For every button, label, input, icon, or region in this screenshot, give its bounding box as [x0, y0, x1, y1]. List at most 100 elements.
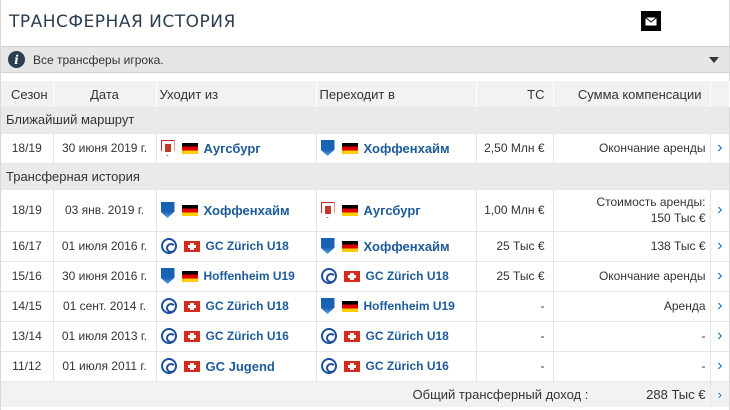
info-icon: i [8, 51, 25, 68]
season-cell: 11/12 [1, 351, 53, 382]
club-link[interactable]: Хоффенхайм [363, 238, 450, 254]
table-row[interactable]: 13/14 01 июля 2013 г. GC Zürich U16 GC Z… [1, 321, 729, 352]
flag-germany-icon [181, 142, 198, 154]
col-market-value[interactable]: ТС [476, 81, 554, 107]
fee-value: 150 Тыс € [650, 211, 706, 225]
to-club-cell: Хоффенхайм [315, 231, 476, 262]
fee-cell: Аренда [552, 291, 710, 322]
date-cell: 01 июля 2011 г. [52, 351, 156, 382]
flag-switzerland-icon [343, 330, 360, 342]
date-cell: 30 июня 2016 г. [52, 261, 156, 292]
to-club-cell: Аугсбург [315, 189, 476, 232]
info-bar[interactable]: i Все трансферы игрока. [1, 46, 729, 73]
flag-switzerland-icon [183, 300, 200, 312]
page-title: Трансферная история [9, 11, 236, 32]
total-value: 288 Тыс € [646, 386, 706, 402]
season-cell: 18/19 [1, 189, 53, 232]
season-cell: 13/14 [1, 321, 53, 352]
hoffenheim-crest [160, 268, 175, 284]
market-value-cell: 1,00 Млн € [475, 189, 553, 232]
flag-switzerland-icon [343, 270, 360, 282]
hoffenheim-crest [320, 298, 335, 314]
season-cell: 15/16 [1, 261, 53, 292]
club-link[interactable]: Hoffenheim U19 [203, 269, 295, 283]
section-history: Трансферная история [1, 163, 729, 190]
section-title: Ближайший маршрут [1, 107, 729, 134]
market-value-cell: - [475, 291, 553, 322]
club-link[interactable]: GC Jugend [205, 358, 275, 374]
augsburg-crest [160, 140, 175, 156]
club-link[interactable]: GC Zürich U18 [205, 239, 289, 253]
to-club-cell: Hoffenheim U19 [315, 291, 476, 322]
chevron-right-icon[interactable]: › [709, 189, 729, 232]
panel-header: Трансферная история [1, 0, 729, 43]
market-value-cell: - [475, 321, 553, 352]
fee-cell: - [552, 321, 710, 352]
flag-germany-icon [341, 142, 358, 154]
table-row[interactable]: 11/12 01 июля 2011 г. GC Jugend GC Züric… [1, 351, 729, 382]
chevron-right-icon[interactable]: › [709, 381, 729, 407]
fee-cell: 138 Тыс € [552, 231, 710, 262]
from-club-cell: Хоффенхайм [155, 189, 316, 232]
date-cell: 01 сент. 2014 г. [52, 291, 156, 322]
fee-label: Стоимость аренды: [596, 195, 706, 209]
col-fee[interactable]: Сумма компенсации [553, 81, 711, 107]
flag-germany-icon [341, 240, 358, 252]
club-link[interactable]: Хоффенхайм [363, 140, 450, 156]
chevron-right-icon[interactable]: › [709, 261, 729, 292]
transfer-table: Сезон Дата Уходит из Переходит в ТС Сумм… [1, 81, 730, 407]
season-cell: 18/19 [1, 133, 53, 164]
col-season[interactable]: Сезон [1, 81, 54, 107]
to-club-cell: GC Zürich U16 [315, 351, 476, 382]
chevron-right-icon[interactable]: › [709, 231, 729, 262]
augsburg-crest [320, 202, 335, 218]
chevron-down-icon[interactable] [709, 57, 719, 63]
chevron-right-icon[interactable]: › [709, 133, 729, 164]
club-link[interactable]: GC Zürich U18 [365, 329, 449, 343]
info-text: Все трансферы игрока. [33, 52, 164, 67]
date-cell: 01 июля 2016 г. [52, 231, 156, 262]
table-header: Сезон Дата Уходит из Переходит в ТС Сумм… [1, 81, 730, 107]
total-row: Общий трансферный доход : 288 Тыс € › [1, 381, 729, 407]
gc-crest [160, 358, 177, 374]
gc-crest [160, 238, 177, 254]
table-row[interactable]: 14/15 01 сент. 2014 г. GC Zürich U18 Hof… [1, 291, 729, 322]
col-date[interactable]: Дата [53, 81, 157, 107]
flag-switzerland-icon [183, 360, 200, 372]
club-link[interactable]: Hoffenheim U19 [363, 299, 455, 313]
flag-germany-icon [181, 204, 198, 216]
flag-germany-icon [341, 300, 358, 312]
col-to[interactable]: Переходит в [316, 81, 477, 107]
table-row[interactable]: 18/19 03 янв. 2019 г. Хоффенхайм Аугсбур… [1, 189, 729, 232]
total-cell: Общий трансферный доход : 288 Тыс € [1, 381, 710, 407]
from-club-cell: GC Zürich U18 [155, 231, 316, 262]
col-arrow [710, 81, 730, 107]
table-row[interactable]: 16/17 01 июля 2016 г. GC Zürich U18 Хофф… [1, 231, 729, 262]
market-value-cell: - [475, 351, 553, 382]
fee-cell: Стоимость аренды: 150 Тыс € [552, 189, 710, 232]
club-link[interactable]: GC Zürich U18 [205, 299, 289, 313]
hoffenheim-crest [160, 202, 175, 218]
club-link[interactable]: GC Zürich U18 [365, 269, 449, 283]
chevron-right-icon[interactable]: › [709, 321, 729, 352]
gc-crest [160, 328, 177, 344]
table-row[interactable]: 18/19 30 июня 2019 г. Аугсбург Хоффенхай… [1, 133, 729, 164]
table-row[interactable]: 15/16 30 июня 2016 г. Hoffenheim U19 GC … [1, 261, 729, 292]
club-link[interactable]: GC Zürich U16 [205, 329, 289, 343]
fee-cell: - [552, 351, 710, 382]
club-link[interactable]: Аугсбург [363, 202, 421, 218]
club-link[interactable]: GC Zürich U16 [365, 359, 449, 373]
hoffenheim-crest [320, 238, 335, 254]
gc-crest [320, 328, 337, 344]
col-from[interactable]: Уходит из [156, 81, 317, 107]
fee-cell: Окончание аренды [552, 133, 710, 164]
market-value-cell: 2,50 Млн € [475, 133, 553, 164]
mail-icon[interactable] [641, 11, 661, 31]
club-link[interactable]: Хоффенхайм [203, 202, 290, 218]
club-link[interactable]: Аугсбург [203, 140, 261, 156]
chevron-right-icon[interactable]: › [709, 351, 729, 382]
chevron-right-icon[interactable]: › [709, 291, 729, 322]
flag-switzerland-icon [183, 330, 200, 342]
to-club-cell: GC Zürich U18 [315, 261, 476, 292]
to-club-cell: Хоффенхайм [315, 133, 476, 164]
